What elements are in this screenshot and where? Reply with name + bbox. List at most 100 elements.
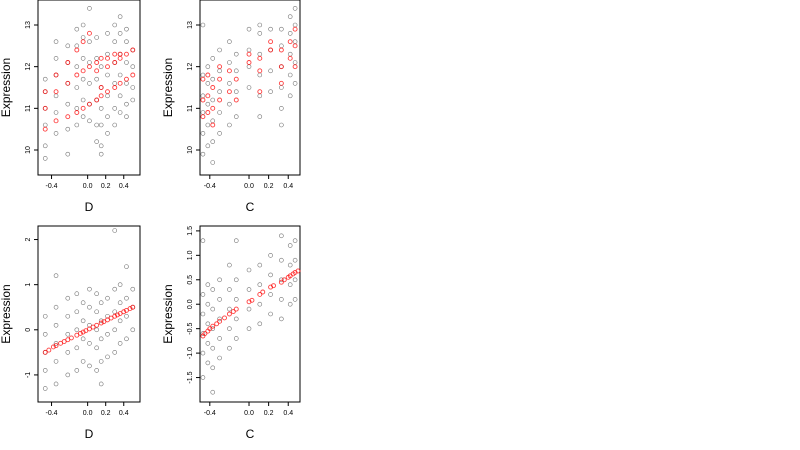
observed-point	[292, 22, 298, 28]
observed-point	[74, 122, 80, 128]
x-axis-title: C	[246, 200, 255, 214]
observed-point	[80, 114, 86, 119]
observed-point	[87, 286, 92, 292]
observed-point	[65, 151, 71, 157]
y-tick-label: 13	[25, 21, 32, 29]
observed-point	[227, 60, 232, 65]
observed-point	[268, 89, 273, 94]
observed-point	[287, 93, 293, 99]
observed-point	[124, 264, 129, 269]
observed-point	[233, 297, 239, 302]
observed-point	[80, 318, 86, 324]
fitted-point	[105, 64, 110, 70]
observed-point	[105, 31, 110, 36]
fitted-point	[74, 47, 80, 53]
observed-point	[117, 341, 123, 346]
observed-point	[200, 238, 206, 243]
observed-point	[205, 360, 211, 366]
observed-point	[130, 286, 136, 292]
observed-point	[292, 81, 298, 86]
observed-point	[105, 51, 110, 57]
observed-point	[80, 336, 86, 342]
observed-point	[53, 322, 59, 328]
fitted-point	[292, 64, 298, 70]
observed-point	[279, 85, 284, 90]
observed-point	[233, 68, 239, 74]
fitted-point	[98, 55, 104, 61]
observed-point	[94, 76, 99, 82]
fitted-point	[130, 72, 136, 78]
observed-point	[87, 363, 92, 369]
fitted-point	[278, 80, 284, 86]
observed-point	[80, 22, 86, 28]
x-tick-label: 0.0	[244, 410, 254, 417]
fitted-point	[50, 344, 56, 350]
observed-point	[98, 300, 104, 306]
observed-point	[112, 309, 118, 315]
observed-point	[292, 257, 298, 263]
plot-frame	[37, 0, 141, 176]
observed-point	[105, 131, 110, 136]
observed-point	[210, 365, 216, 371]
fitted-point	[127, 306, 133, 312]
x-tick-label: 0.0	[83, 183, 93, 190]
fitted-point	[94, 322, 100, 328]
observed-point	[98, 151, 104, 157]
observed-point	[42, 143, 48, 149]
fitted-point	[121, 309, 127, 315]
observed-point	[94, 35, 99, 40]
observed-point	[124, 101, 129, 107]
fitted-point	[214, 321, 220, 327]
x-tick-label: -0.4	[204, 410, 216, 417]
observed-point	[200, 292, 206, 297]
observed-point	[268, 272, 273, 278]
observed-point	[257, 321, 263, 327]
observed-point	[257, 301, 263, 307]
fitted-point	[53, 89, 59, 95]
observed-point	[205, 122, 211, 128]
observed-point	[257, 93, 263, 99]
observed-point	[98, 64, 104, 69]
y-tick-label: 0.0	[187, 299, 194, 309]
observed-point	[287, 14, 293, 19]
plot-frame	[37, 225, 141, 403]
observed-point	[124, 26, 129, 32]
fitted-point	[217, 97, 223, 103]
observed-point	[87, 341, 92, 346]
observed-point	[227, 287, 232, 292]
observed-point	[105, 354, 110, 360]
fitted-point	[278, 47, 284, 53]
fitted-point	[42, 126, 48, 132]
observed-point	[279, 257, 284, 263]
observed-point	[94, 368, 99, 373]
observed-point	[279, 297, 284, 302]
observed-point	[87, 118, 92, 124]
fitted-point	[105, 89, 110, 95]
observed-point	[200, 93, 206, 99]
observed-point	[105, 72, 110, 78]
observed-point	[98, 381, 104, 387]
fitted-point	[268, 47, 274, 53]
fitted-point	[233, 306, 239, 312]
observed-point	[87, 304, 92, 310]
observed-point	[80, 359, 86, 364]
observed-point	[217, 89, 222, 94]
observed-point	[268, 292, 273, 297]
fitted-point	[200, 76, 206, 82]
observed-point	[130, 64, 136, 69]
observed-point	[217, 355, 222, 361]
observed-point	[217, 316, 222, 322]
observed-point	[246, 64, 252, 69]
observed-point	[279, 316, 284, 322]
observed-point	[205, 81, 211, 86]
y-tick-label: 2	[25, 237, 32, 241]
observed-point	[279, 43, 284, 49]
y-axis-title: Expression	[0, 284, 13, 343]
observed-point	[87, 81, 92, 86]
observed-point	[246, 85, 252, 90]
observed-point	[87, 6, 92, 11]
fitted-point	[53, 343, 59, 349]
observed-point	[287, 282, 293, 287]
observed-point	[210, 160, 216, 165]
observed-point	[200, 331, 206, 336]
